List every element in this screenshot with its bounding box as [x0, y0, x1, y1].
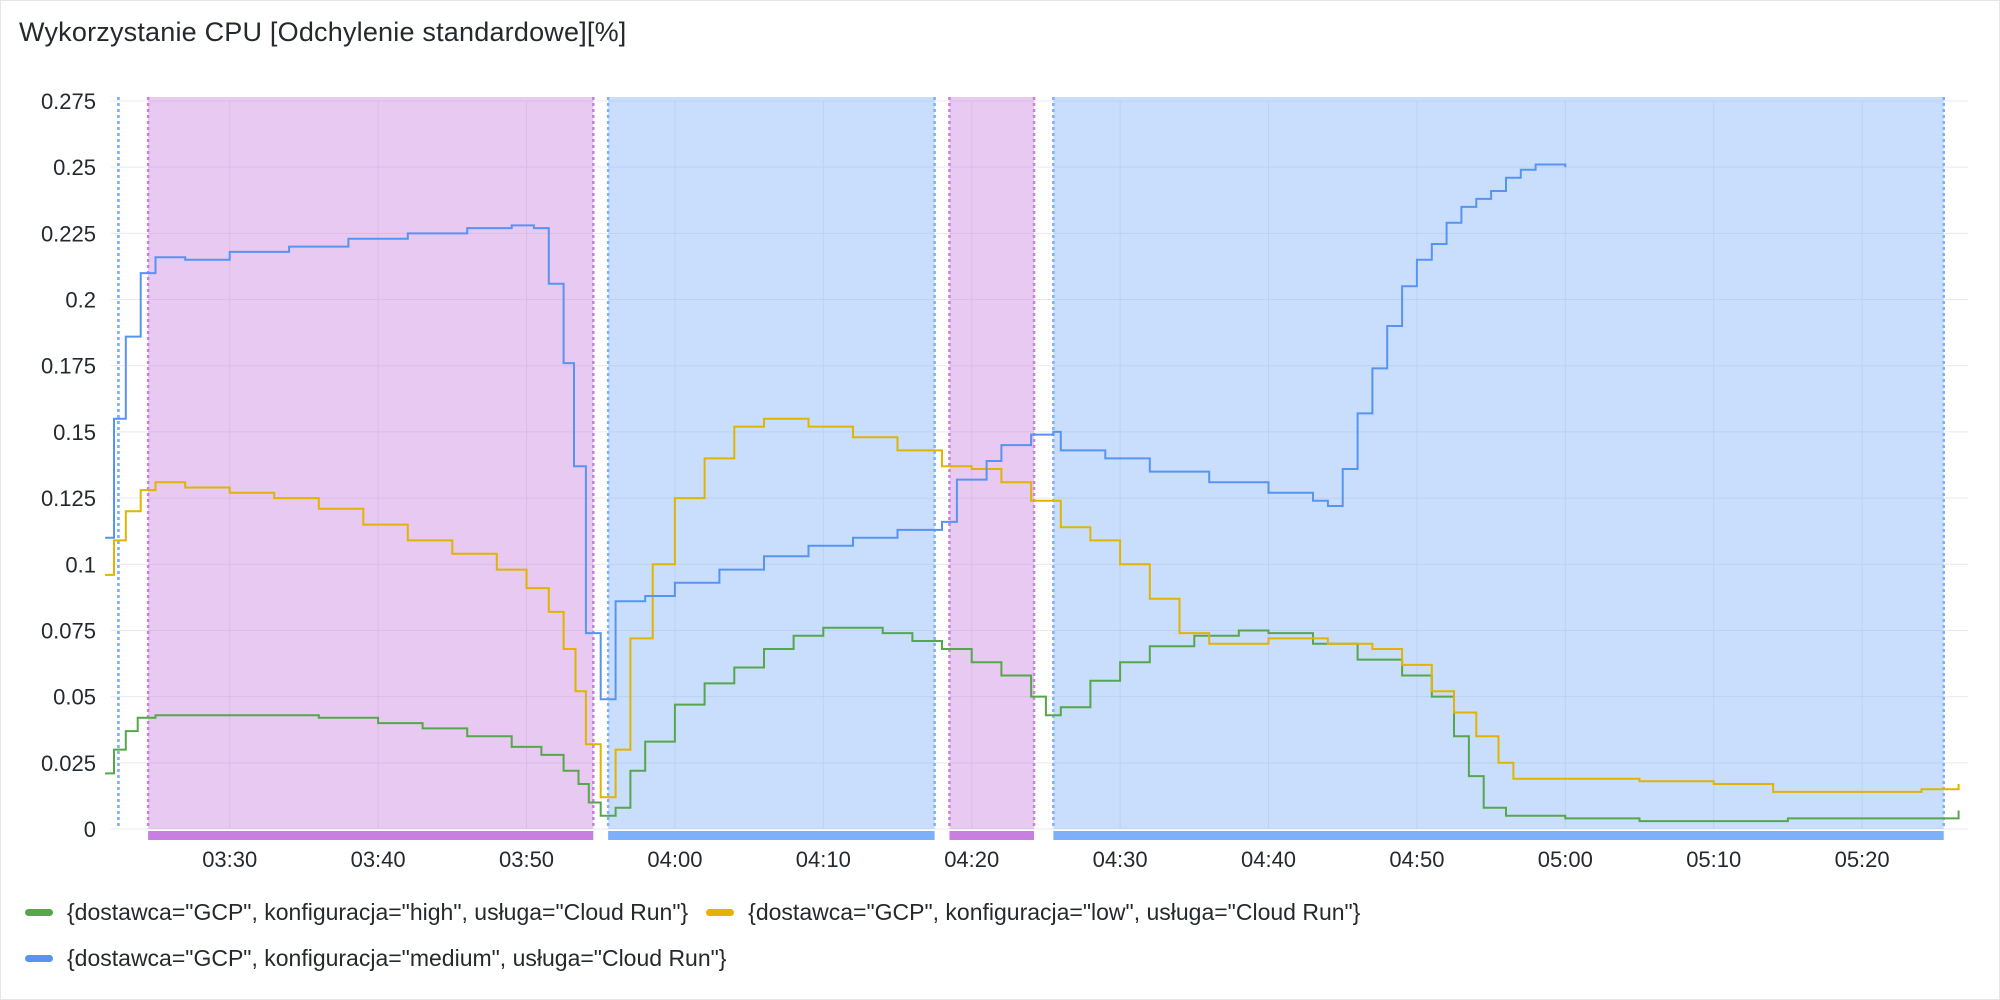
annotation-region-marker[interactable]	[1053, 831, 1943, 840]
annotation-region-marker[interactable]	[608, 831, 934, 840]
x-tick-label: 04:10	[796, 847, 851, 871]
x-tick-label: 05:20	[1835, 847, 1890, 871]
legend-swatch	[25, 909, 53, 916]
x-tick-label: 04:40	[1241, 847, 1296, 871]
y-tick-label: 0.025	[41, 751, 96, 776]
annotation-region-marker[interactable]	[949, 831, 1034, 840]
annotation-region-marker[interactable]	[148, 831, 593, 840]
x-tick-label: 05:10	[1686, 847, 1741, 871]
annotation-regions	[118, 97, 1943, 840]
legend-item-medium[interactable]: {dostawca="GCP", konfiguracja="medium", …	[25, 935, 727, 981]
y-tick-label: 0.25	[53, 155, 96, 180]
x-tick-label: 03:40	[351, 847, 406, 871]
legend-swatch	[25, 955, 53, 962]
annotation-region[interactable]	[949, 97, 1034, 829]
annotation-region[interactable]	[1053, 97, 1943, 829]
y-tick-label: 0.275	[41, 89, 96, 114]
y-tick-label: 0.2	[65, 288, 96, 313]
y-tick-label: 0.05	[53, 685, 96, 710]
x-axis: 03:30 03:40 03:50 04:00 04:10 04:20 04:30 04:40…	[202, 847, 1889, 871]
y-tick-label: 0.075	[41, 618, 96, 643]
x-tick-label: 04:30	[1093, 847, 1148, 871]
x-tick-label: 05:00	[1538, 847, 1593, 871]
annotation-region[interactable]	[608, 97, 934, 829]
y-tick-label: 0.15	[53, 420, 96, 445]
y-tick-label: 0	[84, 817, 96, 842]
legend-item-high[interactable]: {dostawca="GCP", konfiguracja="high", us…	[25, 889, 688, 935]
y-axis: 0 0.025 0.05 0.075 0.1 0.125 0.15 0.175 0.2 0.225…	[41, 89, 96, 842]
y-tick-label: 0.175	[41, 354, 96, 379]
y-tick-label: 0.225	[41, 221, 96, 246]
legend-label: {dostawca="GCP", konfiguracja="high", us…	[67, 899, 688, 926]
y-tick-label: 0.1	[65, 552, 96, 577]
x-tick-label: 04:20	[944, 847, 999, 871]
legend-label: {dostawca="GCP", konfiguracja="medium", …	[67, 945, 727, 972]
legend: {dostawca="GCP", konfiguracja="high", us…	[25, 889, 1985, 981]
y-tick-label: 0.125	[41, 486, 96, 511]
x-tick-label: 03:30	[202, 847, 257, 871]
legend-item-low[interactable]: {dostawca="GCP", konfiguracja="low", usł…	[706, 889, 1360, 935]
line-chart[interactable]: 0 0.025 0.05 0.075 0.1 0.125 0.15 0.175 0.2 0.225…	[1, 1, 2000, 871]
annotation-region[interactable]	[148, 97, 593, 829]
x-tick-label: 04:00	[647, 847, 702, 871]
legend-swatch	[706, 909, 734, 916]
legend-label: {dostawca="GCP", konfiguracja="low", usł…	[748, 899, 1360, 926]
x-tick-label: 03:50	[499, 847, 554, 871]
x-tick-label: 04:50	[1389, 847, 1444, 871]
